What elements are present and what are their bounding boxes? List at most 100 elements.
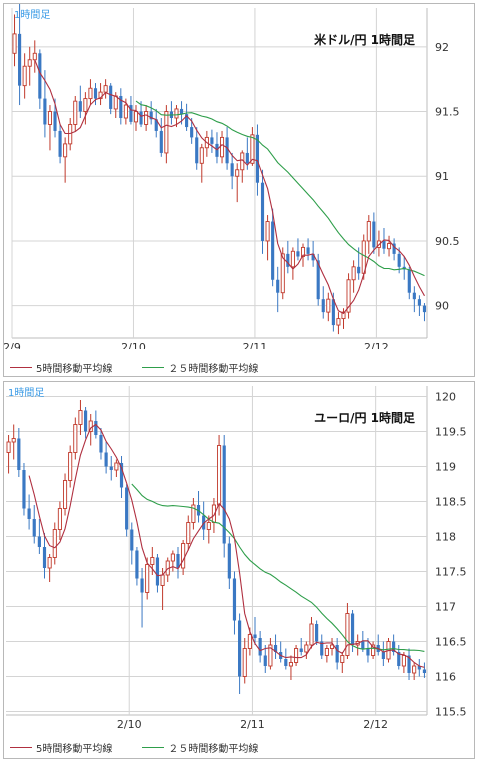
legend-label-ma25: ２５時間移動平均線 [168, 744, 259, 755]
candle-body [170, 553, 175, 562]
candle-body [300, 246, 306, 257]
candle-body [68, 452, 73, 481]
candle-body [306, 247, 310, 254]
eurjpy-chart-panel: 120 119.5 119 118.5 118 117.5 117 116.5 116 115.5… [3, 381, 475, 759]
candle-body [195, 137, 199, 164]
candle-body [123, 104, 128, 119]
y-tick-label: 117.5 [435, 566, 467, 579]
candle-body [382, 240, 386, 249]
candle-body [144, 111, 149, 125]
candle-body [397, 652, 401, 666]
candle-body [258, 638, 262, 656]
ma5-line [34, 59, 425, 315]
legend-swatch-ma5 [10, 367, 32, 368]
candle-body [329, 644, 335, 649]
legend-item-ma25: ２５時間移動平均線 [142, 360, 258, 375]
candle-body [341, 311, 346, 320]
candle-body [73, 424, 78, 453]
y-tick-label: 90.5 [435, 235, 460, 248]
y-tick-label: 91 [435, 170, 449, 183]
candle-body [225, 137, 229, 164]
eurjpy-legend: 5時間移動平均線 ２５時間移動平均線 [10, 740, 288, 755]
y-tick-label: 115.5 [435, 706, 467, 719]
candle-body [232, 578, 237, 621]
candle-body [47, 557, 52, 569]
candle-body [371, 644, 376, 656]
candle-body [324, 648, 329, 656]
candle-body [321, 299, 325, 313]
candle-body [27, 59, 32, 67]
candle-body [296, 251, 300, 257]
candle-body [186, 522, 191, 544]
candle-body [202, 515, 206, 530]
candle-body [140, 578, 144, 593]
candle-body [361, 641, 365, 649]
y-tick-label: 92 [435, 41, 449, 54]
candle-body [130, 529, 134, 551]
usdjpy-legend: 5時間移動平均線 ２５時間移動平均線 [10, 360, 288, 375]
y-tick-label: 120 [435, 391, 456, 404]
candle-body [315, 624, 319, 642]
candle-body [220, 136, 225, 158]
legend-label-ma5: 5時間移動平均線 [36, 744, 113, 755]
y-tick-label: 118 [435, 531, 456, 544]
candle-body [422, 305, 427, 313]
x-tick-label: 2/11 [243, 341, 268, 349]
chart-title: ユーロ/円 1時間足 [314, 410, 415, 425]
candle-body [417, 299, 421, 306]
candle-body [227, 543, 231, 579]
timeframe-corner-label: 1時間足 [8, 387, 44, 399]
candle-body [88, 87, 93, 100]
candle-body [191, 504, 196, 523]
x-tick-label: 2/9 [4, 341, 21, 349]
candle-body [304, 644, 309, 653]
candle-body [32, 52, 37, 61]
candle-body [326, 298, 331, 313]
candle-body [346, 279, 351, 313]
candle-body [335, 645, 339, 663]
candle-body [78, 101, 82, 112]
candle-body [6, 441, 11, 453]
candle-body [190, 127, 194, 138]
candle-body [280, 253, 285, 294]
y-tick-label: 116.5 [435, 636, 467, 649]
legend-swatch-ma25 [142, 747, 165, 748]
legend-item-ma5: 5時間移動平均線 [10, 360, 112, 375]
candle-body [139, 111, 143, 125]
legend-item-ma25: ２５時間移動平均線 [142, 740, 258, 755]
candle-body [392, 243, 396, 254]
ma5-line [28, 423, 425, 668]
candle-body [125, 487, 129, 530]
candle-body [316, 260, 320, 300]
x-tick-label: 2/12 [364, 341, 389, 349]
candle-body [22, 470, 26, 509]
candle-body [37, 536, 41, 547]
candle-body [104, 452, 108, 467]
candle-body [387, 243, 392, 250]
candle-body [42, 547, 47, 568]
legend-label-ma25: ２５時間移動平均線 [168, 364, 259, 375]
candle-body [260, 182, 265, 241]
legend-swatch-ma5 [10, 747, 32, 748]
candle-body [247, 634, 252, 649]
candle-body [245, 152, 249, 164]
candle-body [164, 111, 169, 154]
candle-body [217, 445, 222, 506]
candle-body [206, 522, 211, 530]
candle-body [412, 665, 417, 674]
candle-body [392, 641, 396, 652]
candle-body [265, 221, 270, 242]
candle-body [242, 648, 247, 677]
candle-body [129, 105, 133, 122]
ma25-line [131, 483, 425, 652]
candle-body [18, 33, 22, 86]
candle-body [17, 438, 21, 470]
candle-body [345, 613, 350, 656]
candle-body [83, 98, 88, 112]
candle-body [53, 111, 57, 131]
candle-body [179, 108, 184, 115]
candle-body [381, 652, 385, 659]
eurjpy-chart: 120 119.5 119 118.5 118 117.5 117 116.5 116 115.5… [6, 386, 467, 731]
candle-body [145, 564, 150, 593]
chart-title: 米ドル/円 1時間足 [314, 32, 415, 47]
